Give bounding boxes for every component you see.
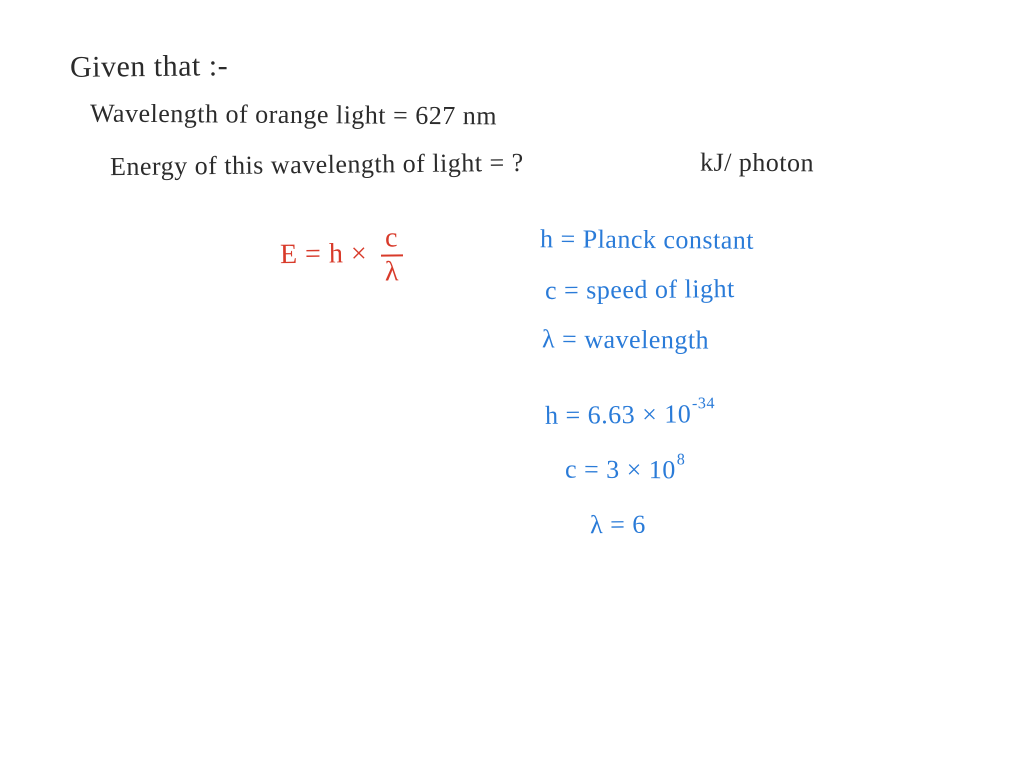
formula-denominator: λ bbox=[381, 254, 403, 286]
given-that-line: Given that :- bbox=[70, 49, 228, 85]
formula-numerator: c bbox=[380, 224, 402, 254]
lambda-value: λ = 6 bbox=[590, 510, 646, 541]
c-value: c = 3 × 108 bbox=[565, 455, 685, 486]
formula-line: E = h × c λ bbox=[280, 224, 403, 287]
h-value-exponent: -34 bbox=[692, 395, 715, 412]
lambda-definition: λ = wavelength bbox=[542, 324, 709, 355]
h-definition: h = Planck constant bbox=[540, 224, 754, 255]
c-definition: c = speed of light bbox=[545, 274, 735, 306]
c-value-exponent: 8 bbox=[677, 452, 686, 469]
h-value: h = 6.63 × 10-34 bbox=[545, 399, 715, 431]
formula-fraction: c λ bbox=[380, 224, 403, 286]
handwriting-canvas: Given that :- Wavelength of orange light… bbox=[0, 0, 1024, 768]
energy-unit-line: kJ/ photon bbox=[700, 148, 814, 179]
formula-prefix: E = h × bbox=[280, 238, 368, 270]
wavelength-line: Wavelength of orange light = 627 nm bbox=[90, 99, 497, 132]
energy-question-line: Energy of this wavelength of light = ? bbox=[110, 148, 524, 182]
c-value-prefix: c = 3 × 10 bbox=[565, 455, 676, 485]
h-value-prefix: h = 6.63 × 10 bbox=[545, 399, 692, 430]
